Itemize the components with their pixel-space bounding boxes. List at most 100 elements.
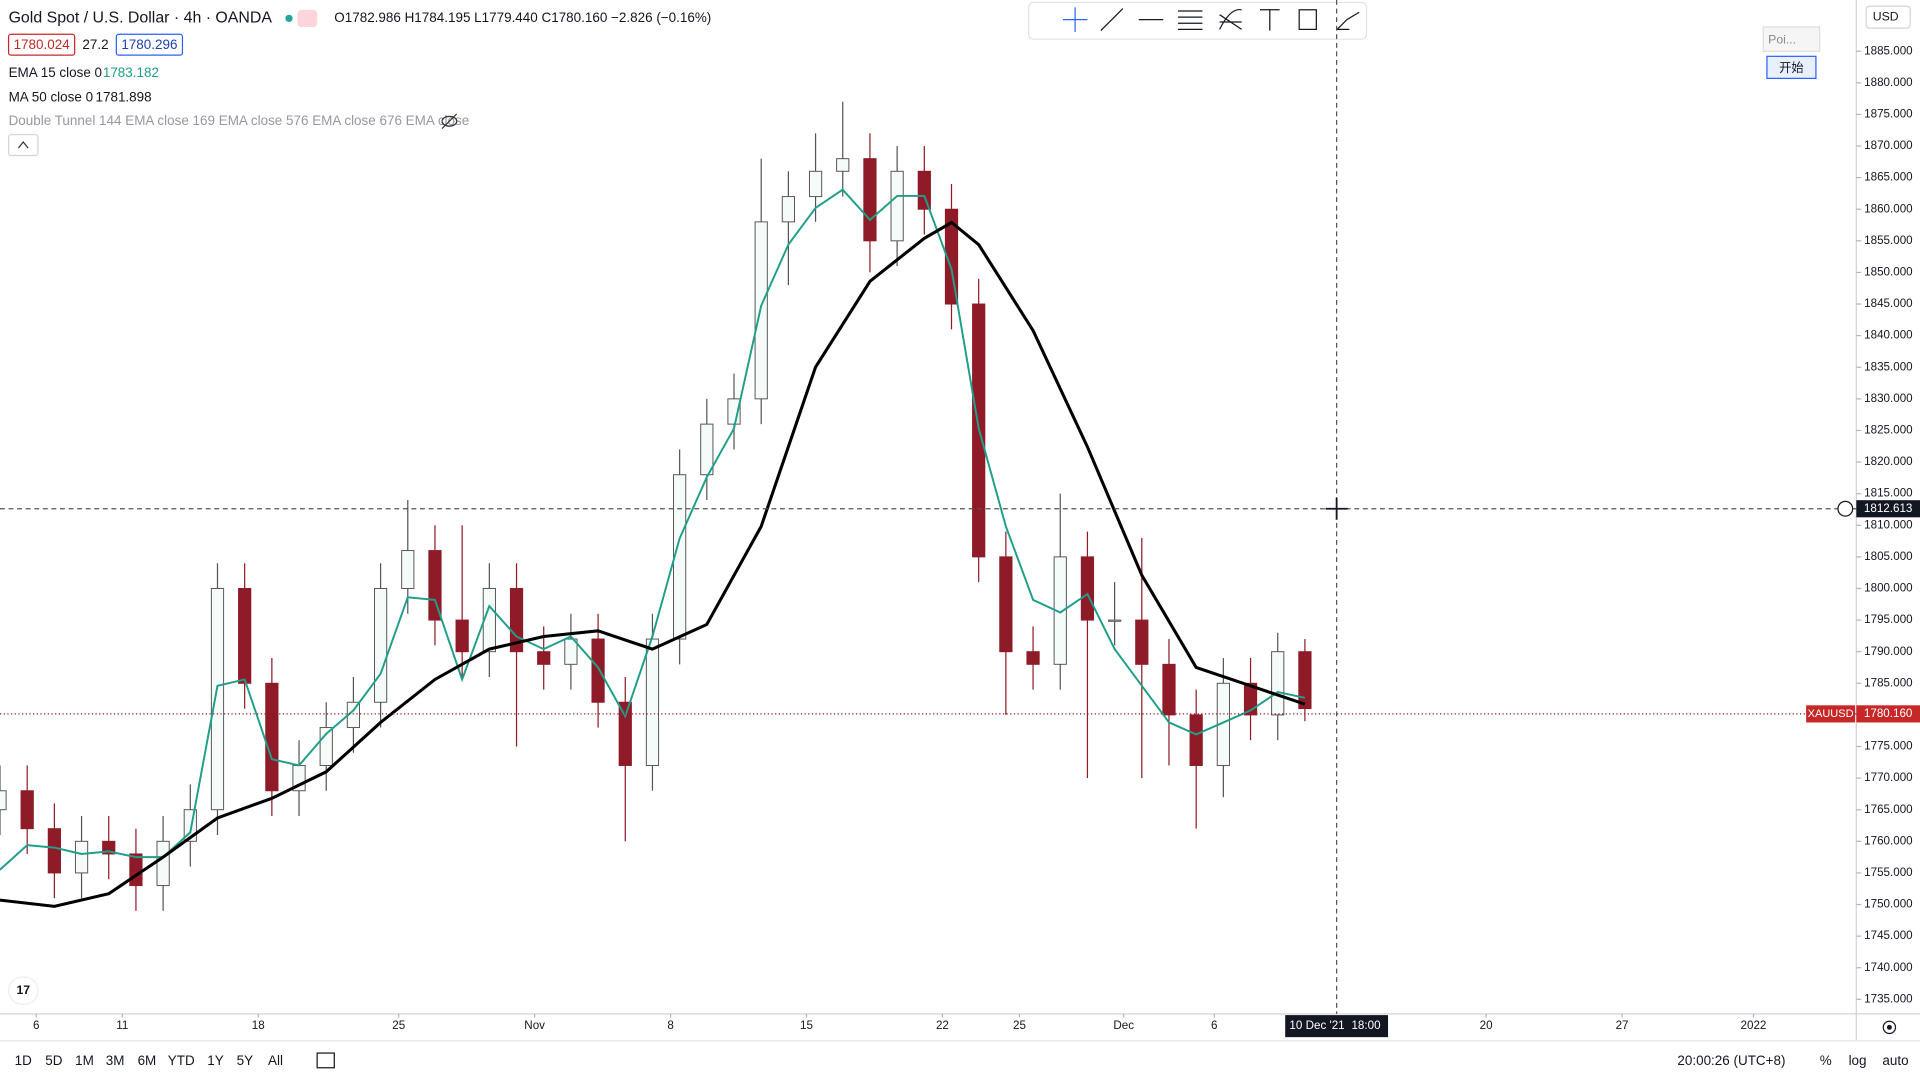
last-price-tag [1856, 705, 1920, 723]
drawing-toolbar [1027, 1, 1368, 40]
brush-tool[interactable] [1336, 11, 1360, 30]
candle [74, 816, 89, 899]
collapse-button[interactable] [7, 134, 39, 157]
candle [1162, 639, 1176, 766]
candle [1189, 689, 1203, 829]
crosshair-time-tag [1285, 1015, 1389, 1038]
candle-body [863, 158, 877, 242]
symbol-tag [1806, 705, 1856, 723]
candle [917, 146, 931, 235]
range-button[interactable]: 5Y [237, 1053, 253, 1068]
candle-body [455, 619, 469, 653]
candle [509, 563, 524, 747]
candle-body [836, 158, 850, 172]
candle [346, 676, 361, 753]
pattern-tool[interactable] [1219, 8, 1242, 30]
range-button[interactable]: All [268, 1053, 283, 1068]
candle [210, 563, 225, 835]
plot [0, 101, 1312, 911]
candle-body [781, 196, 795, 223]
crosshair-price-tag [1856, 500, 1920, 518]
candle-body [944, 208, 959, 305]
candle-body [618, 701, 632, 766]
bid-box[interactable] [7, 33, 76, 56]
x-tick-label: 6 [33, 1019, 39, 1032]
shape-tool[interactable] [1298, 9, 1317, 30]
ema-value: 1783.182 [103, 65, 159, 80]
symbol-title: Gold Spot / U.S. Dollar · 4h · OANDA [9, 10, 273, 27]
y-tick-label: 1810.000 [1864, 518, 1913, 531]
settings-icon[interactable] [1882, 1020, 1897, 1035]
x-tick-label: 2022 [1741, 1019, 1767, 1032]
candle [890, 146, 904, 267]
candle-body [210, 587, 225, 811]
hidden-icon[interactable] [441, 113, 458, 130]
x-tick-label: 22 [936, 1019, 949, 1032]
crosshair-date: 10 Dec '21 [1289, 1019, 1344, 1032]
candle [20, 765, 34, 854]
currency-select[interactable] [1865, 5, 1911, 29]
ask-box[interactable] [115, 33, 184, 56]
candle [1026, 626, 1040, 690]
y-tick-label: 1790.000 [1864, 645, 1913, 658]
candle-body [509, 587, 524, 653]
ma-value: 1781.898 [96, 90, 152, 105]
market-status [285, 14, 293, 23]
candle-body [238, 587, 252, 684]
x-tick-label: 27 [1616, 1019, 1629, 1032]
y-tick-label: 1795.000 [1864, 613, 1913, 626]
range-button[interactable]: 5D [45, 1053, 62, 1068]
candle [944, 183, 959, 330]
candle [1080, 531, 1095, 779]
last-price-label: 1780.160 [1864, 707, 1913, 720]
candle [1271, 632, 1285, 741]
log-toggle[interactable]: log [1849, 1053, 1867, 1068]
fib-tool[interactable] [1177, 10, 1203, 30]
y-tick-label: 1850.000 [1864, 266, 1913, 279]
candle-body [999, 556, 1013, 653]
y-tick-label: 1800.000 [1864, 582, 1913, 595]
range-button[interactable]: 6M [138, 1053, 157, 1068]
y-tick-label: 1755.000 [1864, 866, 1913, 879]
auto-toggle[interactable]: auto [1882, 1053, 1908, 1068]
candle-body [1108, 619, 1122, 622]
candle [455, 525, 469, 677]
percent-toggle[interactable]: % [1820, 1053, 1832, 1068]
candle-body [1162, 663, 1176, 716]
range-button[interactable]: YTD [168, 1053, 195, 1068]
add-alert[interactable] [1837, 500, 1854, 517]
indicator-line [0, 220, 1306, 908]
y-tick-label: 1770.000 [1864, 771, 1913, 784]
crosshair-hour: 18:00 [1351, 1019, 1381, 1032]
cursor [1325, 497, 1348, 520]
candle-body [537, 651, 551, 665]
y-tick-label: 1825.000 [1864, 424, 1913, 437]
trend-line-tool[interactable] [1100, 8, 1124, 32]
candle [754, 158, 768, 425]
crosshair-tool[interactable] [1062, 7, 1088, 32]
candle [1108, 582, 1122, 646]
candle-body [591, 638, 605, 703]
candle [1243, 658, 1258, 741]
candle [47, 803, 61, 899]
candle [482, 563, 496, 677]
candle [428, 525, 442, 646]
x-tick-label: 15 [800, 1019, 813, 1032]
candle [265, 658, 279, 817]
x-tick-label: 8 [667, 1019, 673, 1032]
candle [564, 613, 578, 690]
range-button[interactable]: 1D [15, 1053, 32, 1068]
y-tick-label: 1830.000 [1864, 392, 1913, 405]
y-tick-label: 1885.000 [1864, 44, 1913, 57]
date-range-icon[interactable] [316, 1052, 335, 1069]
y-tick-label: 1765.000 [1864, 803, 1913, 816]
range-button[interactable]: 1Y [207, 1053, 223, 1068]
start-button[interactable] [1766, 55, 1817, 79]
range-button[interactable]: 3M [106, 1053, 125, 1068]
text-tool[interactable] [1260, 9, 1280, 31]
range-button[interactable]: 1M [75, 1053, 94, 1068]
widget-title: Poi... [1768, 33, 1796, 47]
y-tick-label: 1775.000 [1864, 740, 1913, 753]
x-tick-label: 25 [1013, 1019, 1026, 1032]
